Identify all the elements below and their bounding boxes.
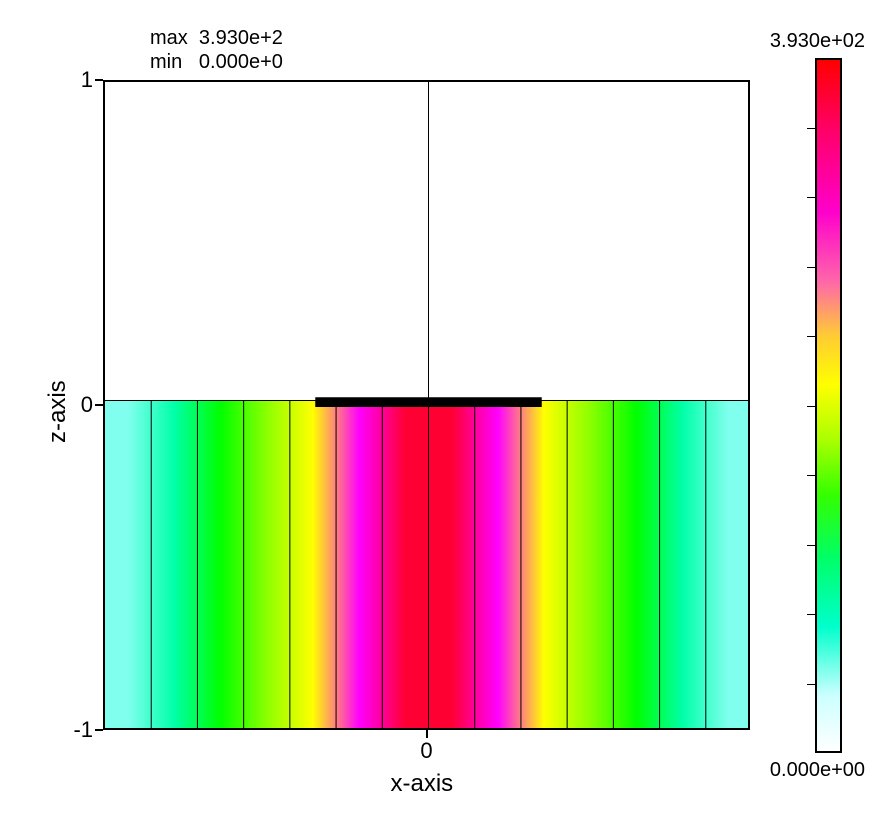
colorbar: [815, 58, 842, 753]
stats-block: max 3.930e+2 min 0.000e+0: [150, 26, 283, 74]
colorbar-tick: [807, 406, 815, 407]
plot-area: [103, 80, 750, 730]
x-tick-label: 0: [407, 738, 447, 764]
y-tick: [95, 79, 103, 81]
figure-canvas: max 3.930e+2 min 0.000e+0 z-axis 10-1 0 …: [0, 0, 877, 828]
y-tick: [95, 404, 103, 406]
colorbar-tick: [807, 475, 815, 476]
colorbar-min-label: 0.000e+00: [755, 759, 865, 782]
x-tick: [426, 730, 428, 738]
y-tick-label: 1: [43, 67, 93, 93]
colorbar-tick: [807, 336, 815, 337]
colorbar-tick: [807, 684, 815, 685]
colorbar-max-label: 3.930e+02: [755, 30, 865, 53]
y-tick-label: 0: [43, 392, 93, 418]
colorbar-tick: [807, 267, 815, 268]
colorbar-tick: [807, 128, 815, 129]
colorbar-tick: [807, 197, 815, 198]
colorbar-tick: [807, 614, 815, 615]
x-axis-label: x-axis: [391, 770, 454, 798]
y-tick-label: -1: [43, 717, 93, 743]
y-tick: [95, 729, 103, 731]
colorbar-tick: [807, 545, 815, 546]
